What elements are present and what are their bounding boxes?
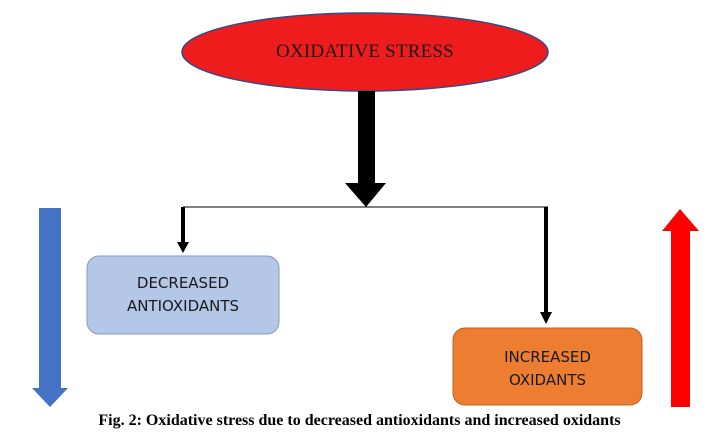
figure-caption: Fig. 2: Oxidative stress due to decrease… <box>98 412 621 429</box>
oxidative-stress-label: OXIDATIVE STRESS <box>276 41 454 62</box>
increased-label-line1: INCREASED <box>504 348 591 366</box>
increased-label-line2: OXIDANTS <box>509 371 586 389</box>
main-down-arrow <box>345 91 386 207</box>
decreased-label-line2: ANTIOXIDANTS <box>126 297 240 315</box>
right-branch-arrow <box>540 207 552 324</box>
increased-oxidants-label: INCREASED OXIDANTS <box>453 346 642 392</box>
decreased-antioxidants-label: DECREASED ANTIOXIDANTS <box>87 272 279 318</box>
red-up-arrow <box>662 209 699 407</box>
decreased-label-line1: DECREASED <box>136 274 230 292</box>
decreased-antioxidants-box <box>86 255 280 335</box>
left-branch-arrow <box>177 207 189 253</box>
blue-down-arrow <box>32 208 68 407</box>
increased-oxidants-box <box>452 327 643 406</box>
